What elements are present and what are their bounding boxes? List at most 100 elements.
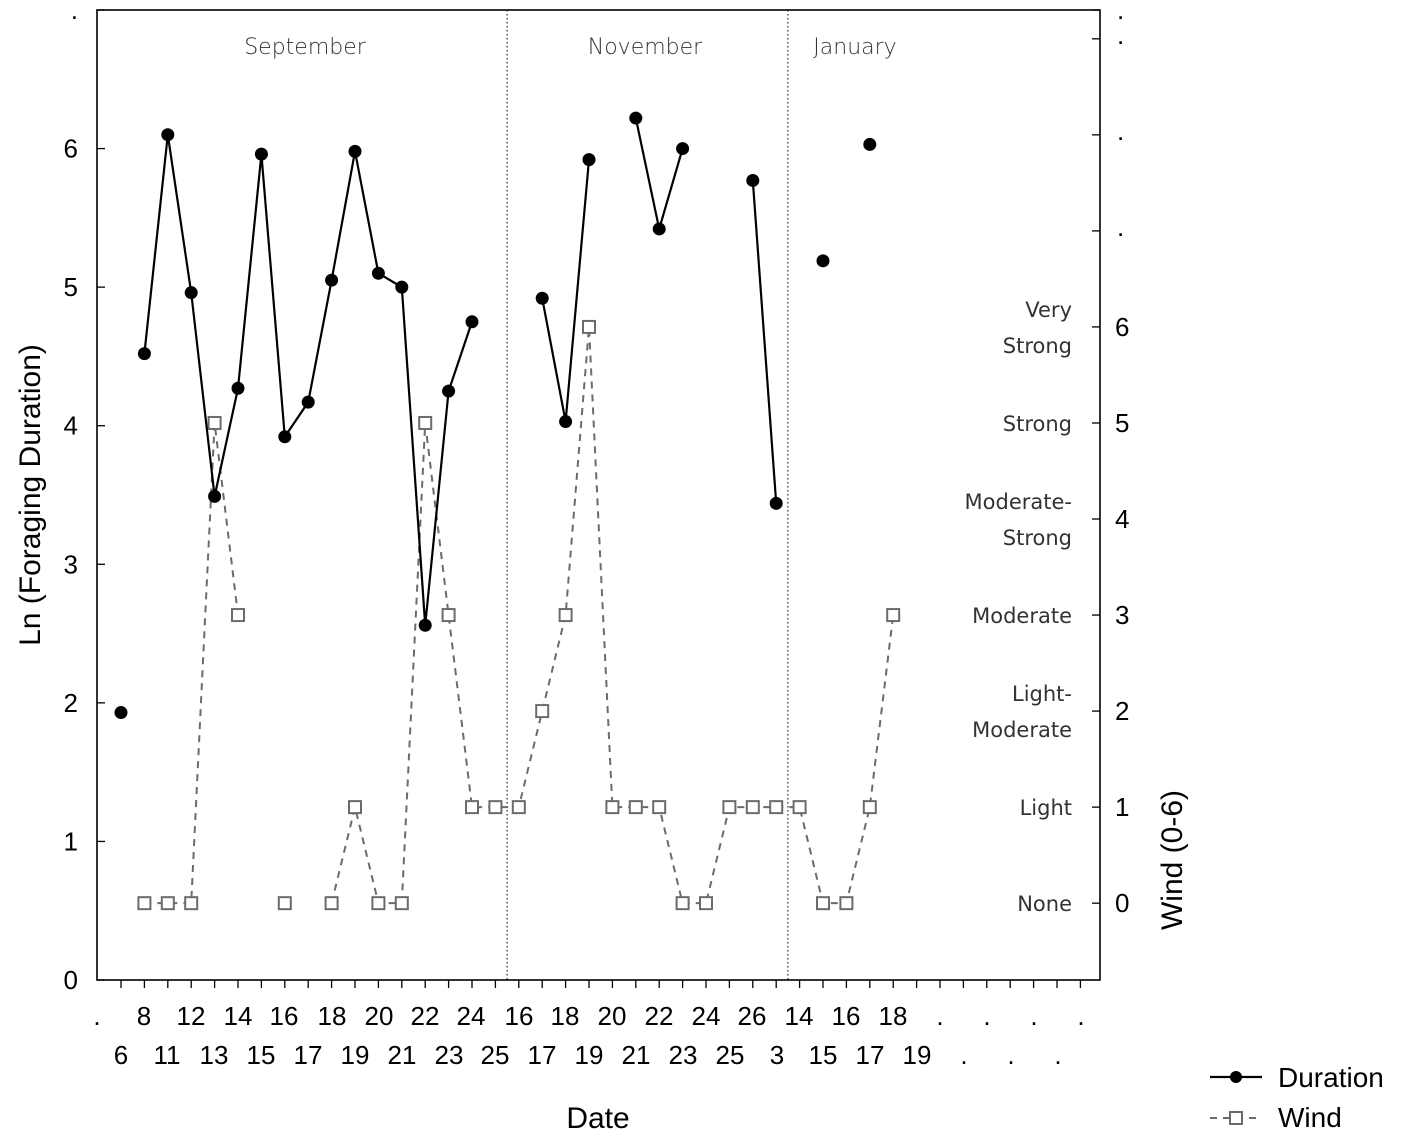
wind-point-2-17 bbox=[722, 800, 737, 815]
x-tick-label-top-8: 24 bbox=[457, 1001, 486, 1031]
wind-point-2-12 bbox=[605, 800, 620, 815]
x-tick-label-bottom-11: 21 bbox=[622, 1040, 651, 1070]
wind-point-2-24 bbox=[886, 608, 901, 623]
wind-point-0-0 bbox=[137, 896, 152, 911]
y2-tick-label-1: 1 bbox=[1115, 792, 1129, 822]
x-tick-label-bottom-18: . bbox=[960, 1040, 967, 1070]
y2-tick-label-0: 0 bbox=[1115, 888, 1129, 918]
duration-point-2-1 bbox=[559, 415, 573, 429]
wind-point-2-11 bbox=[582, 319, 596, 334]
x-tick-label-top-21: . bbox=[1077, 1001, 1084, 1031]
wind-point-2-14 bbox=[652, 800, 667, 815]
duration-point-2-0 bbox=[535, 291, 549, 305]
month-labels: September November January bbox=[244, 35, 897, 60]
wind-point-2-1 bbox=[348, 800, 362, 815]
duration-point-6-0 bbox=[863, 137, 877, 151]
y2-tick-label-extra-2: . bbox=[1117, 20, 1124, 50]
wind-point-0-2 bbox=[184, 896, 199, 911]
wind-point-2-18 bbox=[745, 800, 760, 815]
x-tick-label-top-2: 12 bbox=[177, 1001, 206, 1031]
y-tick-label-1: 1 bbox=[64, 826, 78, 856]
wind-point-2-21 bbox=[816, 896, 830, 911]
x-tick-label-top-17: 18 bbox=[879, 1001, 908, 1031]
wind-point-2-16 bbox=[699, 896, 713, 911]
x-tick-label-top-1: 8 bbox=[137, 1001, 151, 1031]
legend-entry-wind: Wind bbox=[1210, 1102, 1342, 1133]
x-tick-label-bottom-0: 6 bbox=[114, 1040, 128, 1070]
duration-point-1-5 bbox=[254, 147, 268, 161]
duration-point-1-2 bbox=[184, 286, 198, 300]
month-dividers bbox=[506, 10, 789, 980]
x-tick-label-top-3: 14 bbox=[224, 1001, 253, 1031]
duration-line-segment-2 bbox=[541, 159, 591, 422]
y-tick-label-4: 4 bbox=[64, 411, 78, 441]
wind-point-2-0 bbox=[324, 896, 339, 911]
y-axis-title: Ln (Foraging Duration) bbox=[14, 344, 47, 646]
x-axis-ticks bbox=[120, 980, 1082, 988]
series-wind bbox=[137, 319, 901, 911]
y2-tick-label-5: 5 bbox=[1115, 408, 1129, 438]
duration-point-1-14 bbox=[465, 315, 479, 329]
wind-level-labels: Very Strong Strong Moderate-Strong Moderate L… bbox=[965, 298, 1072, 916]
x-tick-label-top-14: 26 bbox=[738, 1001, 767, 1031]
y2-tick-label-2: 2 bbox=[1115, 696, 1129, 726]
x-axis-title: Date bbox=[566, 1102, 629, 1135]
wind-level-label-3: Moderate bbox=[972, 604, 1072, 628]
wind-point-2-19 bbox=[769, 800, 784, 815]
duration-point-0-0 bbox=[114, 706, 128, 720]
y-tick-label-2: 2 bbox=[64, 688, 78, 718]
wind-point-2-3 bbox=[394, 896, 409, 911]
x-tick-label-bottom-5: 19 bbox=[341, 1040, 370, 1070]
x-tick-label-bottom-4: 17 bbox=[294, 1040, 323, 1070]
wind-point-0-4 bbox=[231, 608, 245, 623]
duration-point-1-6 bbox=[278, 430, 292, 444]
wind-level-label-2: Light-Moderate bbox=[972, 682, 1072, 742]
y2-tick-label-top: . bbox=[1117, 0, 1124, 25]
x-tick-label-bottom-12: 23 bbox=[669, 1040, 698, 1070]
x-tick-label-top-18: . bbox=[936, 1001, 943, 1031]
x-tick-label-bottom-2: 13 bbox=[200, 1040, 229, 1070]
wind-point-2-2 bbox=[371, 896, 386, 911]
wind-point-0-3 bbox=[207, 415, 222, 430]
duration-point-3-0 bbox=[629, 111, 643, 125]
x-tick-label-top-4: 16 bbox=[270, 1001, 299, 1031]
y-tick-label-6: 6 bbox=[64, 134, 78, 164]
x-tick-label-top-0: . bbox=[93, 1001, 100, 1031]
wind-point-2-6 bbox=[465, 800, 479, 815]
duration-point-4-0 bbox=[746, 173, 760, 187]
wind-point-2-9 bbox=[535, 704, 550, 719]
y2-axis-ticks: 0 1 2 3 4 5 6.... bbox=[1092, 0, 1129, 918]
x-tick-label-top-13: 24 bbox=[692, 1001, 721, 1031]
x-tick-label-bottom-3: 15 bbox=[247, 1040, 276, 1070]
x-tick-label-top-10: 18 bbox=[551, 1001, 580, 1031]
duration-point-1-0 bbox=[137, 347, 151, 361]
x-tick-label-bottom-10: 19 bbox=[575, 1040, 604, 1070]
y2-axis-title: Wind (0-6) bbox=[1156, 790, 1189, 930]
duration-point-3-2 bbox=[676, 142, 690, 156]
x-tick-label-bottom-19: . bbox=[1007, 1040, 1014, 1070]
legend-duration-marker bbox=[1230, 1071, 1242, 1083]
duration-point-1-4 bbox=[231, 381, 245, 395]
x-tick-label-bottom-17: 19 bbox=[903, 1040, 932, 1070]
duration-point-1-9 bbox=[348, 144, 362, 158]
legend-wind-label: Wind bbox=[1278, 1102, 1342, 1133]
plot-frame bbox=[96, 9, 1101, 981]
x-tick-label-bottom-20: . bbox=[1054, 1040, 1061, 1070]
wind-line-segment-0 bbox=[144, 422, 239, 905]
duration-point-1-12 bbox=[418, 618, 432, 632]
y-axis-ticks: 0 1 2 3 4 5 6. bbox=[64, 0, 105, 995]
x-tick-label-top-15: 14 bbox=[785, 1001, 814, 1031]
x-tick-label-top-6: 20 bbox=[365, 1001, 394, 1031]
wind-point-2-23 bbox=[862, 800, 877, 815]
x-axis-tick-labels: . 8 12 14 16 18 20 22 24 16 18 20 22 24 26 14 16 18... .6 1… bbox=[93, 1001, 1084, 1070]
x-tick-label-bottom-6: 21 bbox=[388, 1040, 417, 1070]
wind-point-0-1 bbox=[160, 896, 175, 911]
x-tick-label-bottom-9: 17 bbox=[528, 1040, 557, 1070]
duration-point-1-10 bbox=[371, 266, 385, 280]
y2-tick-label-3: 3 bbox=[1115, 600, 1129, 630]
x-tick-label-bottom-7: 23 bbox=[435, 1040, 464, 1070]
duration-line-segment-4 bbox=[751, 180, 778, 504]
x-tick-label-top-19: . bbox=[983, 1001, 990, 1031]
wind-level-label-5: Strong bbox=[1003, 412, 1072, 436]
